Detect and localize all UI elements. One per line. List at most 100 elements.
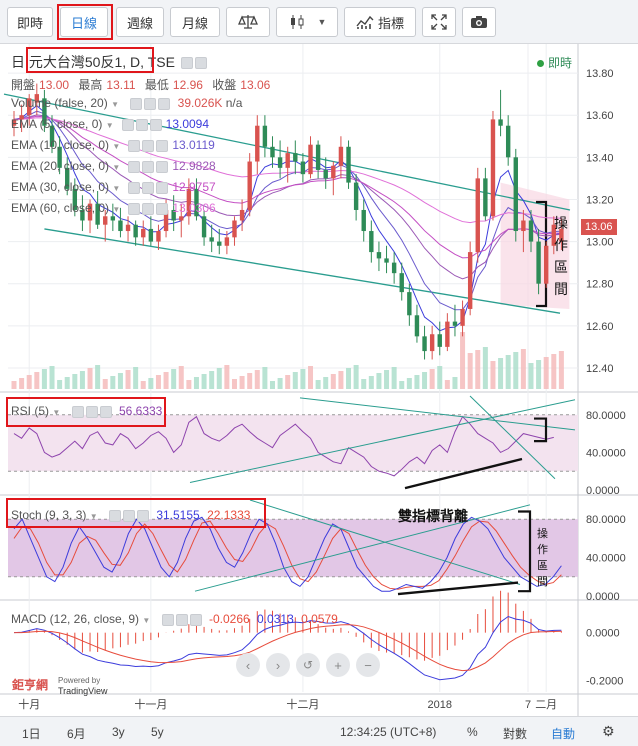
macd-legend-label[interactable]: MACD (12, 26, close, 9) (11, 612, 140, 626)
gear-icon[interactable] (142, 139, 155, 152)
weekly-button[interactable]: 週線 (116, 7, 164, 37)
axis-layer: 13.80 13.60 13.40 13.20 13.00 12.80 12.60 12.40… (18, 68, 626, 711)
ema-legend-label[interactable]: EMA (30, close, 0) (11, 180, 110, 194)
open-value: 13.00 (39, 78, 70, 92)
volume-bar (338, 371, 344, 389)
scale-icon (238, 15, 258, 29)
candle-body (72, 188, 78, 210)
range-3y[interactable]: 3y (112, 725, 125, 739)
candle-body (171, 209, 176, 221)
macd-value-2: 0.0313 (257, 612, 294, 626)
eye-icon[interactable] (161, 613, 174, 626)
eye-icon[interactable] (128, 181, 141, 194)
indicators-button[interactable]: 指標 (344, 7, 416, 37)
range-5y[interactable]: 5y (151, 725, 164, 739)
chart-type-button[interactable]: ▼ (276, 7, 338, 37)
candle-body (528, 220, 534, 242)
reset-button[interactable]: ↺ (296, 653, 320, 677)
daily-button[interactable]: 日線 (60, 7, 108, 37)
eye-icon[interactable] (71, 405, 84, 418)
volume-legend-label[interactable]: Volume (false, 20) (11, 96, 108, 110)
gear-icon[interactable] (142, 202, 155, 215)
gear-icon[interactable] (142, 160, 155, 173)
nav-controls: ‹ › ↺ + − (236, 653, 380, 677)
brand-logo-text: 鉅亨網 (12, 678, 49, 692)
ema-legend-label[interactable]: EMA (20, close, 0) (11, 159, 110, 173)
ema-legend-label[interactable]: EMA (5, close, 0) (11, 117, 103, 131)
chart-canvas[interactable]: 13.80 13.60 13.40 13.20 13.00 12.80 12.60 12.40… (0, 44, 638, 716)
volume-bar (452, 377, 458, 389)
stoch-trend-1 (194, 504, 531, 592)
close-icon[interactable] (189, 613, 202, 626)
symbol-name[interactable]: 元大台灣50反1 (28, 54, 123, 70)
stoch-k-line (13, 516, 562, 592)
ema-legend-label[interactable]: EMA (60, close, 0) (11, 201, 110, 215)
eye-icon[interactable] (128, 202, 141, 215)
volume-bar (536, 360, 542, 389)
x-tick-label: 十一月 (134, 697, 167, 711)
volume-bar (482, 347, 488, 389)
volume-bar (186, 380, 192, 389)
gear-icon[interactable] (175, 613, 188, 626)
scroll-right-button[interactable]: › (266, 653, 290, 677)
snapshot-button[interactable] (462, 7, 496, 37)
close-icon[interactable] (149, 118, 162, 131)
close-icon[interactable] (158, 97, 171, 110)
gear-icon[interactable] (142, 181, 155, 194)
gear-icon[interactable] (194, 57, 207, 70)
eye-icon[interactable] (121, 118, 134, 131)
auto-toggle[interactable]: 自動 (551, 727, 576, 741)
stoch-legend-label[interactable]: Stoch (9, 3, 3) (11, 508, 87, 522)
rsi-legend-label[interactable]: RSI (5) (11, 404, 50, 418)
log-toggle[interactable]: 對數 (503, 727, 528, 741)
volume-bar (543, 357, 549, 389)
candle-body (186, 188, 192, 217)
chevron-down-icon[interactable]: ▼ (112, 184, 121, 193)
candle-body (308, 144, 313, 175)
fullscreen-button[interactable] (422, 7, 456, 37)
chevron-down-icon[interactable]: ▼ (112, 142, 121, 151)
rsi-tick-label: 0.0000 (586, 485, 620, 497)
candle-body (521, 220, 526, 232)
settings-gear-icon[interactable]: ⚙ (602, 723, 615, 739)
zoom-in-button[interactable]: + (326, 653, 350, 677)
close-icon[interactable] (99, 405, 112, 418)
percent-toggle[interactable]: % (467, 725, 478, 739)
settings-icon[interactable] (180, 57, 193, 70)
close-icon[interactable] (156, 181, 169, 194)
volume-extra: n/a (225, 96, 243, 110)
close-icon[interactable] (156, 160, 169, 173)
zoom-out-button[interactable]: − (356, 653, 380, 677)
volume-bar (346, 368, 352, 389)
eye-icon[interactable] (128, 160, 141, 173)
range-1d[interactable]: 1日 (22, 727, 41, 741)
ema-legend-label[interactable]: EMA (10, close, 0) (11, 138, 110, 152)
chart-area[interactable]: 13.80 13.60 13.40 13.20 13.00 12.80 12.60 12.40… (0, 44, 638, 716)
gear-icon[interactable] (135, 118, 148, 131)
chevron-down-icon[interactable]: ▼ (112, 163, 121, 172)
eye-icon[interactable] (128, 139, 141, 152)
rsi-legend: RSI (5) ▼ 56.6333 (11, 404, 163, 418)
eye-icon[interactable] (130, 97, 143, 110)
candle-body (42, 98, 47, 126)
gear-icon[interactable] (144, 97, 157, 110)
close-icon[interactable] (136, 509, 149, 522)
compare-button[interactable] (226, 7, 270, 37)
close-icon[interactable] (156, 202, 169, 215)
live-button[interactable]: 即時 (7, 7, 53, 37)
close-icon[interactable] (156, 139, 169, 152)
gear-icon[interactable] (85, 405, 98, 418)
candle-body (285, 153, 290, 168)
vendor-text: TradingView (58, 686, 108, 696)
candle-body (87, 203, 93, 221)
range-6m[interactable]: 6月 (67, 727, 86, 741)
gear-icon[interactable] (122, 509, 135, 522)
chevron-down-icon[interactable]: ▼ (105, 121, 114, 130)
scroll-left-button[interactable]: ‹ (236, 653, 260, 677)
eye-icon[interactable] (108, 509, 121, 522)
indicator-icon (356, 15, 374, 29)
candle-body (559, 228, 564, 242)
monthly-button[interactable]: 月線 (170, 7, 220, 37)
stoch-legend: Stoch (9, 3, 3) ▼ 31.5155 22.1333 (11, 508, 251, 522)
chevron-down-icon[interactable]: ▼ (112, 205, 121, 214)
